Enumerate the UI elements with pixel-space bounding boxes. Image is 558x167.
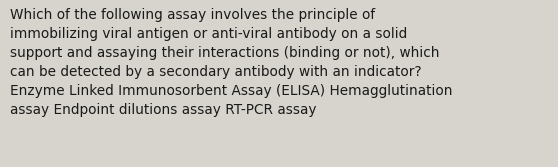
Text: Which of the following assay involves the principle of
immobilizing viral antige: Which of the following assay involves th… xyxy=(10,8,453,117)
